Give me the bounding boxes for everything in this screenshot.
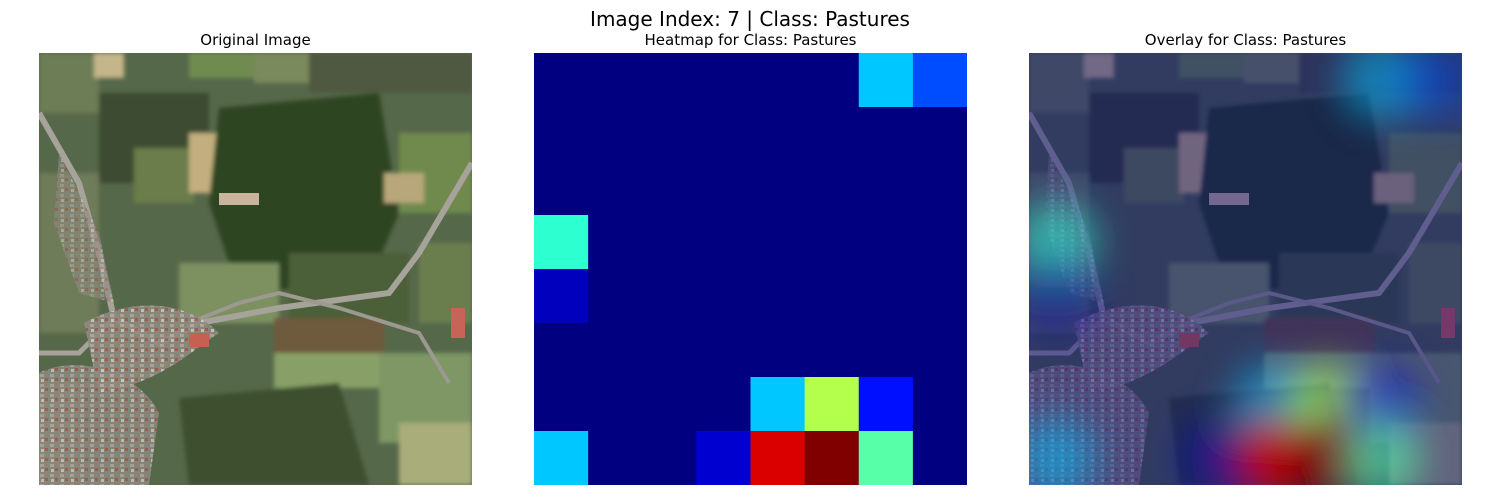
heatmap xyxy=(534,53,967,485)
heatmap-cell xyxy=(912,107,967,162)
heatmap-cell xyxy=(534,269,589,324)
overlay-heat-layer xyxy=(1029,53,1462,485)
heatmap-cell xyxy=(750,431,806,485)
heatmap-cell xyxy=(696,323,752,378)
heatmap-cell xyxy=(750,323,806,378)
heatmap-cell xyxy=(750,215,806,270)
heatmap-cell xyxy=(642,107,697,162)
original-image-title: Original Image xyxy=(200,31,311,49)
heatmap-cell xyxy=(804,323,860,378)
overlay-image xyxy=(1029,53,1462,485)
heatmap-cell xyxy=(750,161,806,216)
heatmap-cell xyxy=(588,161,643,216)
heatmap-cell xyxy=(642,161,697,216)
satellite-image xyxy=(39,53,472,485)
heatmap-cell xyxy=(858,269,914,324)
heatmap-cell xyxy=(642,269,697,324)
heatmap-cell xyxy=(588,377,643,432)
heatmap-cell xyxy=(534,107,589,162)
heatmap-cell xyxy=(588,431,643,485)
heatmap-cell xyxy=(588,107,643,162)
original-image xyxy=(39,53,472,485)
heatmap-cell xyxy=(912,323,967,378)
heatmap-cell xyxy=(642,323,697,378)
heatmap-cell xyxy=(696,215,752,270)
heatmap-cell xyxy=(750,107,806,162)
heatmap-cell xyxy=(642,215,697,270)
heatmap-cell xyxy=(858,107,914,162)
heatmap-cell xyxy=(534,323,589,378)
heatmap-cell xyxy=(858,53,914,108)
heatmap-cell xyxy=(912,269,967,324)
heatmap-cell xyxy=(696,431,752,485)
heatmap-cell xyxy=(858,431,914,485)
heatmap-cell xyxy=(858,215,914,270)
heatmap-cell xyxy=(642,53,697,108)
heatmap-cell xyxy=(642,377,697,432)
heatmap-cell xyxy=(804,161,860,216)
heatmap-cell xyxy=(696,53,752,108)
heatmap-cell xyxy=(912,161,967,216)
heatmap-cell xyxy=(534,215,589,270)
overlay-panel xyxy=(1029,53,1462,485)
heatmap-cell xyxy=(696,107,752,162)
overlay-heat-spot xyxy=(1029,255,1097,337)
heatmap-cell xyxy=(642,431,697,485)
heatmap-cell xyxy=(588,269,643,324)
heatmap-cell xyxy=(858,161,914,216)
heatmap-cell xyxy=(912,377,967,432)
heatmap-cell xyxy=(534,431,589,485)
figure-title: Image Index: 7 | Class: Pastures xyxy=(590,7,910,31)
heatmap-cell xyxy=(804,53,860,108)
overlay-heat-spot xyxy=(1029,417,1097,485)
heatmap-cell xyxy=(912,215,967,270)
heatmap-cell xyxy=(912,431,967,485)
heatmap-cell xyxy=(534,377,589,432)
heatmap-cell xyxy=(804,269,860,324)
heatmap-title: Heatmap for Class: Pastures xyxy=(644,31,857,49)
heatmap-cell xyxy=(858,377,914,432)
heatmap-cell xyxy=(588,323,643,378)
heatmap-cell xyxy=(534,161,589,216)
heatmap-cell xyxy=(696,269,752,324)
overlay-title: Overlay for Class: Pastures xyxy=(1144,31,1347,49)
heatmap-panel xyxy=(534,53,967,485)
heatmap-cell xyxy=(750,377,806,432)
heatmap-cell xyxy=(858,323,914,378)
heatmap-cell xyxy=(696,161,752,216)
overlay-heat-spot xyxy=(1394,53,1462,121)
overlay-heat-spot xyxy=(1340,417,1422,485)
heatmap-cell xyxy=(804,377,860,432)
heatmap-cell xyxy=(534,53,589,108)
heatmap-cell xyxy=(804,107,860,162)
heatmap-cell xyxy=(804,215,860,270)
heatmap-cell xyxy=(588,53,643,108)
heatmap-cell xyxy=(750,269,806,324)
heatmap-cell xyxy=(750,53,806,108)
heatmap-cell xyxy=(696,377,752,432)
heatmap-cell xyxy=(804,431,860,485)
heatmap-cell xyxy=(588,215,643,270)
heatmap-cell xyxy=(912,53,967,108)
